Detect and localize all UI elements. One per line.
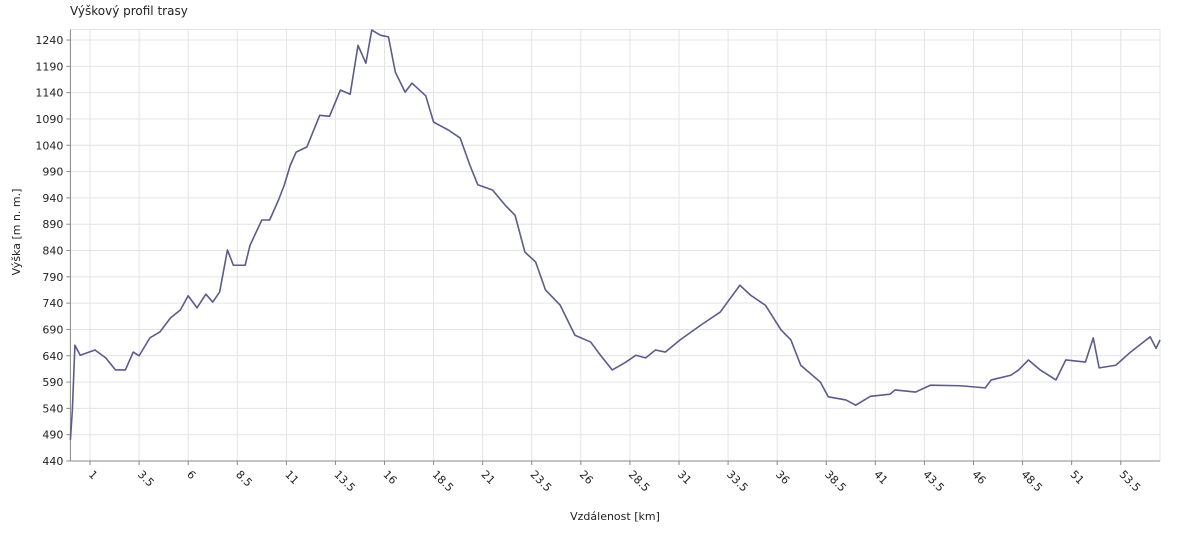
plot-area bbox=[69, 29, 1161, 462]
y-tick-label: 740 bbox=[42, 297, 63, 310]
x-tick-label: 26 bbox=[577, 468, 596, 487]
y-tick-label: 590 bbox=[42, 376, 63, 389]
x-tick-label: 21 bbox=[479, 468, 498, 487]
y-tick-label: 640 bbox=[42, 350, 63, 363]
y-tick-label: 940 bbox=[42, 192, 63, 205]
x-tick-label: 43.5 bbox=[920, 468, 947, 495]
y-tick-label: 440 bbox=[42, 455, 63, 468]
x-tick-label: 1 bbox=[86, 468, 100, 482]
chart-title: Výškový profil trasy bbox=[70, 4, 188, 18]
x-tick-label: 53.5 bbox=[1117, 468, 1144, 495]
y-axis-label: Výška [m n. m.] bbox=[10, 189, 23, 276]
x-tick-label: 33.5 bbox=[724, 468, 751, 495]
y-tick-label: 1140 bbox=[35, 87, 63, 100]
y-tick-label: 1190 bbox=[35, 60, 63, 73]
y-tick-label: 1240 bbox=[35, 34, 63, 47]
y-tick-label: 690 bbox=[42, 323, 63, 336]
x-tick-label: 16 bbox=[380, 468, 399, 487]
x-tick-label: 6 bbox=[184, 468, 198, 482]
x-tick-label: 41 bbox=[871, 468, 890, 487]
x-tick-label: 8.5 bbox=[233, 468, 255, 490]
x-tick-label: 46 bbox=[969, 468, 988, 487]
x-axis-label: Vzdálenost [km] bbox=[570, 510, 660, 523]
x-tick-label: 31 bbox=[675, 468, 694, 487]
x-tick-label: 28.5 bbox=[626, 468, 653, 495]
y-tick-label: 490 bbox=[42, 429, 63, 442]
x-tick-label: 23.5 bbox=[528, 468, 555, 495]
x-tick-label: 18.5 bbox=[429, 468, 456, 495]
y-tick-label: 1090 bbox=[35, 113, 63, 126]
y-tick-label: 990 bbox=[42, 166, 63, 179]
elevation-line bbox=[69, 29, 1161, 441]
y-tick-label: 890 bbox=[42, 218, 63, 231]
x-tick-label: 3.5 bbox=[135, 468, 157, 490]
y-tick-label: 840 bbox=[42, 245, 63, 258]
x-tick-label: 51 bbox=[1068, 468, 1087, 487]
x-tick-label: 48.5 bbox=[1018, 468, 1045, 495]
x-tick-label: 11 bbox=[282, 468, 301, 487]
x-tick-label: 38.5 bbox=[822, 468, 849, 495]
y-tick-label: 540 bbox=[42, 402, 63, 415]
x-tick-label: 36 bbox=[773, 468, 792, 487]
x-tick-label: 13.5 bbox=[331, 468, 358, 495]
y-tick-label: 1040 bbox=[35, 139, 63, 152]
y-tick-label: 790 bbox=[42, 271, 63, 284]
